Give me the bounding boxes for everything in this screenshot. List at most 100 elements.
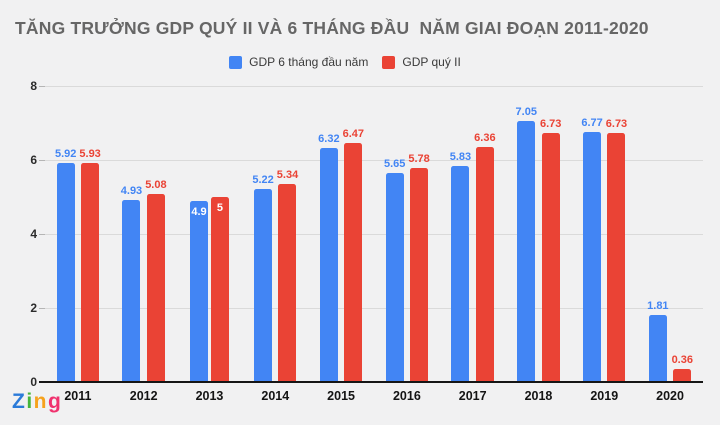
bar-value-label-2014-s0: 5.22 <box>252 173 274 186</box>
bar-value-label-2020-s1: 0.36 <box>671 353 693 366</box>
bar-2017-h1 <box>451 166 470 382</box>
bar-2018-q2 <box>541 133 560 382</box>
gridline-2 <box>45 308 703 309</box>
bar-2020-h1 <box>648 315 667 382</box>
x-label-2012: 2012 <box>129 389 158 403</box>
bar-value-label-2017-s1: 6.36 <box>474 131 496 144</box>
red-square-icon <box>382 55 396 69</box>
x-label-2017: 2017 <box>458 389 487 403</box>
bar-2012-q2 <box>146 194 165 382</box>
legend-label-gdp-6-months: GDP 6 tháng đầu năm <box>249 55 369 69</box>
bar-2011-q2 <box>81 162 100 382</box>
bar-wrap-2014-s1: 5.34 <box>277 169 298 382</box>
bar-value-label-2019-s1: 6.73 <box>605 118 628 130</box>
bar-2014-q2 <box>278 184 297 382</box>
x-label-2015: 2015 <box>327 389 355 403</box>
bar-wrap-2016-s0: 5.65 <box>384 158 405 382</box>
bar-value-label-2011-s1: 5.93 <box>79 147 101 160</box>
bar-group-2020: 1.81 0.36 <box>637 300 703 382</box>
bar-2015-q2 <box>344 142 363 382</box>
bar-group-2014: 5.22 5.34 <box>242 169 308 382</box>
zing-logo: Zing <box>12 390 62 414</box>
y-tickmark-2 <box>39 308 45 309</box>
bar-wrap-2017-s0: 5.83 <box>450 151 471 382</box>
bar-2016-h1 <box>385 172 404 382</box>
bar-2019-h1 <box>583 131 602 382</box>
plot-area: 5.92 5.93 4.93 5.08 4.9 5 5.22 5.34 6.32 6.47 5.65… <box>39 86 703 383</box>
bar-value-label-2013-s0: 4.9 <box>191 205 207 218</box>
bar-group-2013: 4.9 5 <box>177 197 243 382</box>
y-tick-label-0: 0 <box>30 375 37 389</box>
y-tickmark-8 <box>39 86 45 87</box>
bar-group-2015: 6.32 6.47 <box>308 128 374 382</box>
bar-2015-h1 <box>319 148 338 382</box>
logo-letter-2: n <box>33 390 48 413</box>
bar-wrap-2015-s1: 6.47 <box>343 128 364 382</box>
x-label-2014: 2014 <box>261 389 290 403</box>
x-label-2011: 2011 <box>64 389 92 403</box>
bar-2017-q2 <box>475 146 494 382</box>
legend-item-gdp-6-months: GDP 6 tháng đầu năm <box>229 55 368 69</box>
bar-wrap-2019-s1: 6.73 <box>606 118 627 382</box>
bar-value-label-2017-s0: 5.83 <box>449 151 472 164</box>
y-tickmark-4 <box>39 234 45 235</box>
bar-wrap-2011-s0: 5.92 <box>55 148 76 382</box>
y-tick-label-6: 6 <box>30 153 37 167</box>
x-label-2019: 2019 <box>590 389 619 403</box>
legend: GDP 6 tháng đầu năm GDP quý II <box>0 55 690 69</box>
gridline-4 <box>45 234 703 235</box>
bar-value-label-2012-s0: 4.93 <box>120 184 143 197</box>
gridline-8 <box>45 86 703 87</box>
bar-wrap-2011-s1: 5.93 <box>79 147 101 382</box>
x-label-2020: 2020 <box>656 389 684 403</box>
bar-group-2012: 4.93 5.08 <box>111 179 177 382</box>
bar-wrap-2014-s0: 5.22 <box>252 173 274 382</box>
bar-group-2019: 6.77 6.73 <box>571 117 637 382</box>
bar-value-label-2015-s1: 6.47 <box>342 127 364 140</box>
bar-wrap-2013-s1: 5 <box>210 197 229 382</box>
bar-2011-h1 <box>56 162 75 382</box>
bar-value-label-2016-s1: 5.78 <box>408 153 430 166</box>
bar-wrap-2020-s1: 0.36 <box>672 354 693 382</box>
bar-wrap-2013-s0: 4.9 <box>189 200 208 382</box>
legend-item-gdp-q2: GDP quý II <box>382 55 461 69</box>
bar-value-label-2012-s1: 5.08 <box>145 179 167 192</box>
x-label-2016: 2016 <box>392 389 421 403</box>
gridline-6 <box>45 160 703 161</box>
bar-value-label-2018-s0: 7.05 <box>515 106 537 119</box>
bar-2016-q2 <box>410 168 429 382</box>
bar-wrap-2017-s1: 6.36 <box>474 131 496 382</box>
bar-groups: 5.92 5.93 4.93 5.08 4.9 5 5.22 5.34 6.32 6.47 5.65… <box>45 86 703 382</box>
bar-wrap-2018-s1: 6.73 <box>540 118 561 382</box>
logo-letter-3: g <box>48 390 63 413</box>
y-tick-label-2: 2 <box>30 301 37 315</box>
y-tick-label-4: 4 <box>30 227 37 241</box>
bar-group-2011: 5.92 5.93 <box>45 148 111 382</box>
x-axis: 2011 2012 2013 2014 2015 2016 2017 2018 2019 2020 <box>45 389 703 403</box>
bar-value-label-2018-s1: 6.73 <box>539 118 562 130</box>
bar-2012-h1 <box>122 199 141 382</box>
bar-wrap-2016-s1: 5.78 <box>408 153 430 382</box>
bar-2018-h1 <box>517 121 536 382</box>
bar-group-2017: 5.83 6.36 <box>440 132 506 382</box>
logo-letter-1: i <box>26 390 34 413</box>
logo-letter-0: Z <box>12 390 27 413</box>
bar-value-label-2013-s1: 5 <box>216 202 224 214</box>
bar-value-label-2015-s0: 6.32 <box>318 133 340 146</box>
bar-2013-h1: 4.9 <box>189 200 208 382</box>
bar-value-label-2014-s1: 5.34 <box>276 169 299 182</box>
bar-2019-q2 <box>607 133 626 382</box>
y-axis: 0 2 4 6 8 <box>0 79 40 389</box>
bar-wrap-2018-s0: 7.05 <box>516 106 537 382</box>
x-label-2013: 2013 <box>195 389 224 403</box>
bar-2014-h1 <box>254 188 273 382</box>
bar-value-label-2019-s0: 6.77 <box>581 116 603 129</box>
bar-2020-q2 <box>673 368 692 382</box>
bar-wrap-2012-s0: 4.93 <box>121 185 142 382</box>
y-tick-label-8: 8 <box>30 79 37 93</box>
bar-value-label-2011-s0: 5.92 <box>54 147 77 160</box>
y-tickmark-6 <box>39 160 45 161</box>
bar-2013-q2: 5 <box>210 197 229 382</box>
bar-group-2018: 7.05 6.73 <box>506 106 572 382</box>
